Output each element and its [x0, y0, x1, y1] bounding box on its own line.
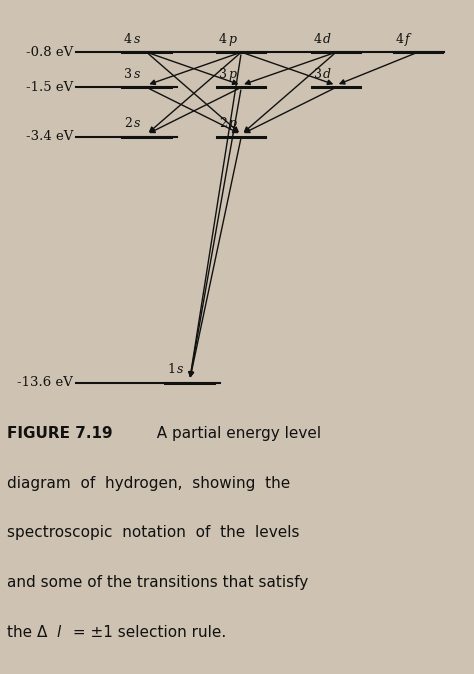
Text: d: d [323, 33, 331, 46]
Text: spectroscopic  notation  of  the  levels: spectroscopic notation of the levels [7, 526, 300, 541]
Text: 4: 4 [219, 33, 227, 46]
Text: -1.5 eV: -1.5 eV [26, 81, 73, 94]
Text: p: p [228, 117, 237, 130]
Text: d: d [323, 68, 331, 81]
Text: 3: 3 [219, 68, 227, 81]
Text: -0.8 eV: -0.8 eV [26, 46, 73, 59]
Text: = ±1 selection rule.: = ±1 selection rule. [68, 625, 226, 640]
Text: the Δ: the Δ [7, 625, 47, 640]
Text: s: s [134, 117, 140, 130]
Text: l: l [57, 625, 61, 640]
Text: 4: 4 [396, 33, 403, 46]
Text: A partial energy level: A partial energy level [147, 425, 321, 441]
Text: -3.4 eV: -3.4 eV [26, 130, 73, 143]
Text: 3: 3 [124, 68, 132, 81]
Text: s: s [134, 68, 140, 81]
Text: 4: 4 [314, 33, 322, 46]
Text: f: f [405, 33, 410, 46]
Text: 3: 3 [314, 68, 322, 81]
Text: 4: 4 [124, 33, 132, 46]
Text: -13.6 eV: -13.6 eV [18, 376, 73, 389]
Text: s: s [134, 33, 140, 46]
Text: p: p [228, 68, 237, 81]
Text: 2: 2 [219, 117, 227, 130]
Text: diagram  of  hydrogen,  showing  the: diagram of hydrogen, showing the [7, 476, 291, 491]
Text: and some of the transitions that satisfy: and some of the transitions that satisfy [7, 576, 309, 590]
Text: p: p [228, 33, 237, 46]
Text: 2: 2 [124, 117, 132, 130]
Text: FIGURE 7.19: FIGURE 7.19 [7, 425, 113, 441]
Text: 1: 1 [167, 363, 175, 376]
Text: s: s [177, 363, 183, 376]
